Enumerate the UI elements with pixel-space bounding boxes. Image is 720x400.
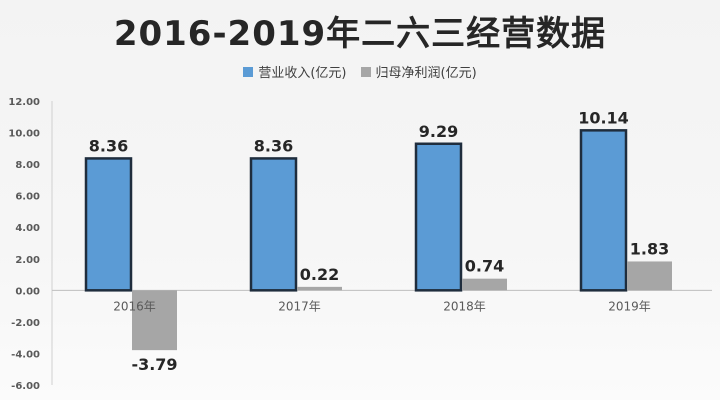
y-tick-label: -2.00 bbox=[11, 318, 40, 329]
data-label: 0.22 bbox=[300, 265, 339, 284]
y-tick-label: 12.00 bbox=[8, 97, 40, 108]
y-tick-label: 10.00 bbox=[8, 129, 40, 140]
bar-net-profit bbox=[297, 286, 342, 291]
legend-label-revenue: 营业收入(亿元) bbox=[258, 66, 347, 81]
data-label: 9.29 bbox=[419, 122, 458, 141]
legend-swatch-revenue bbox=[243, 66, 254, 77]
data-label: 0.74 bbox=[465, 257, 504, 276]
y-tick-label: 4.00 bbox=[15, 223, 40, 234]
x-category-label: 2018年 bbox=[443, 299, 486, 313]
x-category-label: 2017年 bbox=[278, 299, 321, 313]
data-label: 1.83 bbox=[630, 239, 669, 258]
legend: 营业收入(亿元) 归母净利润(亿元) bbox=[0, 62, 720, 81]
legend-item-revenue: 营业收入(亿元) bbox=[243, 62, 347, 81]
bar-revenue bbox=[84, 157, 133, 292]
y-tick-label: 2.00 bbox=[15, 255, 40, 266]
x-category-label: 2019年 bbox=[608, 299, 651, 313]
x-category-label: 2016年 bbox=[113, 299, 156, 313]
legend-swatch-net-profit bbox=[360, 66, 371, 77]
data-label: 10.14 bbox=[578, 108, 629, 127]
y-tick-label: 6.00 bbox=[15, 192, 40, 203]
data-label: -3.79 bbox=[131, 355, 177, 374]
bar-revenue bbox=[579, 129, 628, 292]
data-label: 8.36 bbox=[254, 136, 293, 155]
y-tick-label: 0.00 bbox=[15, 286, 40, 297]
bar-net-profit bbox=[132, 290, 177, 351]
y-tick-label: 8.00 bbox=[15, 160, 40, 171]
y-tick-label: -4.00 bbox=[11, 349, 40, 360]
data-label: 8.36 bbox=[89, 136, 128, 155]
legend-item-net-profit: 归母净利润(亿元) bbox=[360, 62, 477, 81]
bar-net-profit bbox=[462, 278, 507, 291]
y-tick-label: -6.00 bbox=[11, 381, 40, 392]
bar-net-profit bbox=[627, 261, 672, 291]
bar-revenue bbox=[414, 142, 463, 292]
chart-title: 2016-2019年二六三经营数据 bbox=[113, 14, 607, 54]
legend-label-net-profit: 归母净利润(亿元) bbox=[375, 66, 477, 81]
bar-revenue bbox=[249, 157, 298, 292]
